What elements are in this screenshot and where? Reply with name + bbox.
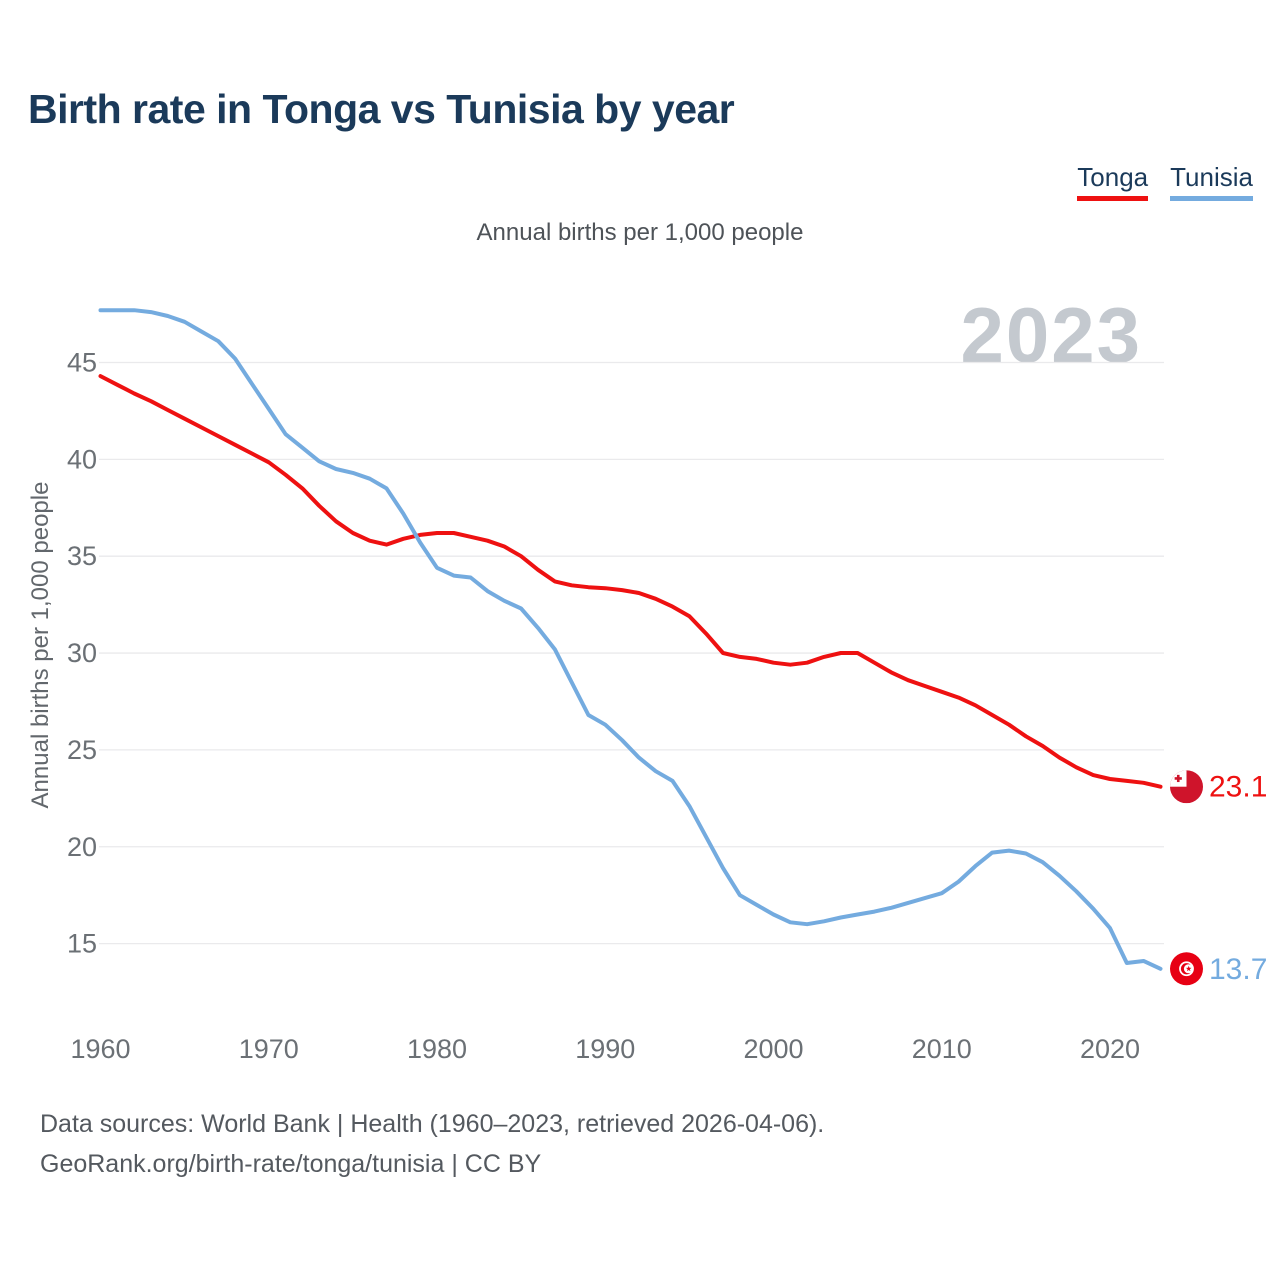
line-tonga — [98, 374, 1163, 789]
y-tick-label: 35 — [67, 541, 97, 571]
legend-item-tunisia[interactable]: Tunisia — [1170, 164, 1253, 201]
legend: Tonga Tunisia — [1077, 164, 1253, 201]
y-tick-label: 45 — [67, 348, 97, 378]
footer-attribution: GeoRank.org/birth-rate/tonga/tunisia | C… — [40, 1150, 542, 1178]
x-tick-label: 2020 — [1080, 1034, 1140, 1064]
tunisia-end-value: 13.7 — [1209, 953, 1267, 986]
footer-sources: Data sources: World Bank | Health (1960–… — [40, 1110, 825, 1138]
y-tick-label: 25 — [67, 735, 97, 765]
footer: Data sources: World Bank | Health (1960–… — [40, 1104, 824, 1184]
x-tick-label: 1980 — [407, 1034, 467, 1064]
y-tick-label: 30 — [67, 638, 97, 668]
line-tunisia — [98, 308, 1163, 971]
tonga-flag-icon — [1167, 767, 1206, 806]
y-tick-label: 20 — [67, 832, 97, 862]
x-tick-label: 1970 — [239, 1034, 299, 1064]
page-title: Birth rate in Tonga vs Tunisia by year — [28, 86, 735, 132]
x-tick-label: 2010 — [912, 1034, 972, 1064]
x-tick-label: 1960 — [70, 1034, 130, 1064]
tonga-end-value: 23.1 — [1209, 771, 1267, 804]
tunisia-flag-icon — [1167, 949, 1206, 988]
chart-subtitle: Annual births per 1,000 people — [476, 219, 804, 246]
year-watermark: 2023 — [960, 291, 1142, 379]
y-tick-label: 15 — [67, 929, 97, 959]
legend-item-tonga[interactable]: Tonga — [1077, 164, 1149, 201]
y-tick-label: 40 — [67, 444, 97, 474]
x-tick-label: 1990 — [575, 1034, 635, 1064]
x-tick-label: 2000 — [743, 1034, 803, 1064]
